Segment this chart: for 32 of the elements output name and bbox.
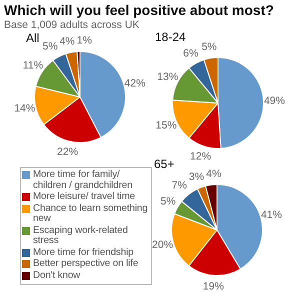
data-label: 1%	[76, 34, 92, 46]
legend-label: Better perspective on life	[33, 258, 138, 270]
legend-label: More time for family/ children / grandchildren	[33, 169, 134, 191]
legend-label: Chance to learn something new	[33, 202, 149, 224]
data-label: 3%	[188, 170, 204, 183]
data-label: 5%	[160, 196, 176, 208]
data-label: 20%	[152, 238, 174, 251]
data-label: 5%	[42, 40, 58, 53]
text: All	[26, 31, 40, 45]
data-label: 5%	[202, 41, 217, 54]
data-label: 12%	[190, 150, 212, 163]
chart-subtitle: Base 1,009 adults across UK	[4, 19, 140, 31]
chart-title: Which will you feel positive about most?	[4, 2, 274, 18]
legend-label: Escaping work-related stress	[33, 224, 129, 246]
data-label: 41%	[260, 208, 282, 221]
chart-title: 65+	[154, 157, 174, 171]
data-label: 22%	[57, 146, 78, 158]
data-label: 6%	[183, 47, 198, 60]
legend-label: More leisure/ travel time	[33, 191, 136, 202]
data-label: 7%	[172, 179, 187, 192]
data-label: 14%	[14, 102, 36, 114]
data-label: 49%	[264, 95, 285, 108]
chart-title: 18-24	[155, 30, 186, 44]
data-label: 13%	[157, 71, 178, 84]
data-label: 11%	[22, 60, 44, 72]
data-label: 4%	[60, 35, 75, 48]
legend-label: Don't know	[33, 270, 80, 281]
data-label: 42%	[124, 78, 146, 90]
legend-label: More time for friendship	[33, 246, 134, 258]
data-label: 19%	[202, 280, 224, 292]
data-label: 15%	[156, 119, 177, 132]
data-label: 4%	[206, 168, 222, 180]
